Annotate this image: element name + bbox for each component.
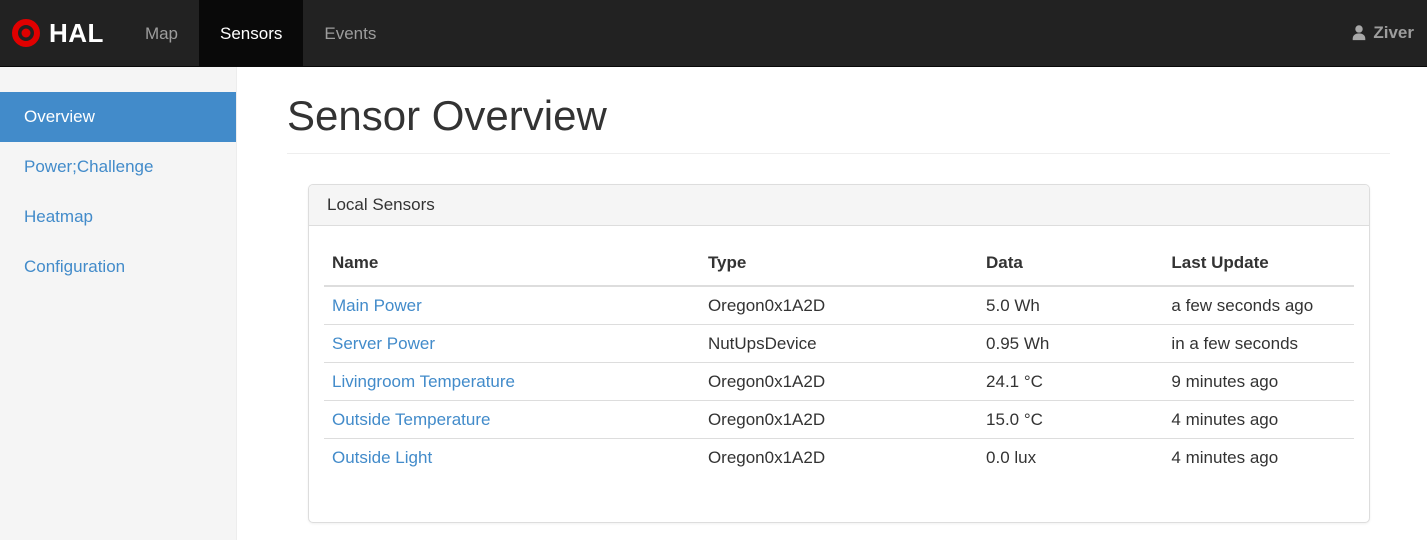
sensor-link[interactable]: Outside Light [332, 448, 433, 468]
sensor-data: 15.0 °C [978, 400, 1164, 440]
column-header-type: Type [699, 241, 979, 288]
sensor-link[interactable]: Livingroom Temperature [332, 372, 515, 392]
sensor-data: 0.0 lux [986, 448, 1037, 468]
hal-logo-dot [21, 28, 31, 38]
sidebar-item-configuration[interactable]: Configuration [24, 257, 126, 276]
sidebar-item-power-challenge[interactable]: Power;Challenge [24, 157, 154, 176]
nav-item-map[interactable]: Map [144, 24, 179, 43]
column-header-last-update: Last Update [1163, 241, 1354, 288]
sensors-table: Name Type Data Last Update Main Power Or… [324, 241, 1354, 476]
nav-item-events[interactable]: Events [324, 24, 377, 43]
main-nav: Map Sensors Events [124, 0, 397, 66]
main-content: Sensor Overview Local Sensors Name Type … [237, 67, 1427, 540]
page-title: Sensor Overview [287, 92, 1390, 155]
panel-body: Name Type Data Last Update Main Power Or… [309, 226, 1369, 522]
page-shell: Overview Power;Challenge Heatmap Configu… [0, 67, 1427, 540]
sensor-data: 0.95 Wh [978, 324, 1164, 364]
table-row: Livingroom Temperature Oregon0x1A2D 24.1… [324, 362, 1354, 402]
sensor-last-update: 4 minutes ago [1171, 448, 1279, 468]
sensor-last-update: 4 minutes ago [1163, 400, 1354, 440]
sensor-type: Oregon0x1A2D [699, 362, 979, 402]
user-menu[interactable]: Ziver [1350, 0, 1427, 66]
nav-item-sensors[interactable]: Sensors [199, 0, 304, 66]
sensor-link[interactable]: Server Power [332, 334, 435, 354]
column-header-name: Name [324, 241, 700, 288]
table-row: Main Power Oregon0x1A2D 5.0 Wh a few sec… [324, 286, 1354, 326]
column-header-data: Data [978, 241, 1164, 288]
table-row: Outside Temperature Oregon0x1A2D 15.0 °C… [324, 400, 1354, 440]
sensor-last-update: a few seconds ago [1163, 286, 1354, 326]
hal-logo-icon [12, 19, 40, 47]
table-row: Outside Light Oregon0x1A2D 0.0 lux 4 min… [324, 439, 1354, 477]
brand-home-link[interactable]: HAL [0, 0, 104, 66]
sidebar-item-overview[interactable]: Overview [0, 92, 236, 142]
user-name: Ziver [1373, 23, 1414, 42]
sensor-data: 24.1 °C [978, 362, 1164, 402]
sensor-type: Oregon0x1A2D [707, 448, 826, 468]
sensor-link[interactable]: Outside Temperature [332, 410, 491, 430]
sensor-data: 5.0 Wh [978, 286, 1164, 326]
sidebar-item-heatmap[interactable]: Heatmap [24, 207, 93, 226]
user-icon [1353, 25, 1366, 41]
sensor-type: Oregon0x1A2D [699, 286, 979, 326]
panel-wrapper: Local Sensors Name Type Data Last Update [308, 184, 1370, 524]
sensor-type: Oregon0x1A2D [699, 400, 979, 440]
panel-title: Local Sensors [309, 185, 1369, 227]
sensor-last-update: 9 minutes ago [1163, 362, 1354, 402]
top-navbar: HAL Map Sensors Events Ziver [0, 0, 1427, 67]
sensor-link[interactable]: Main Power [332, 296, 422, 316]
table-row: Server Power NutUpsDevice 0.95 Wh in a f… [324, 324, 1354, 364]
table-header-row: Name Type Data Last Update [324, 241, 1354, 288]
local-sensors-panel: Local Sensors Name Type Data Last Update [308, 184, 1370, 524]
brand-label: HAL [49, 17, 104, 48]
sensor-type: NutUpsDevice [699, 324, 979, 364]
sensor-last-update: in a few seconds [1163, 324, 1354, 364]
sidebar: Overview Power;Challenge Heatmap Configu… [0, 67, 237, 540]
